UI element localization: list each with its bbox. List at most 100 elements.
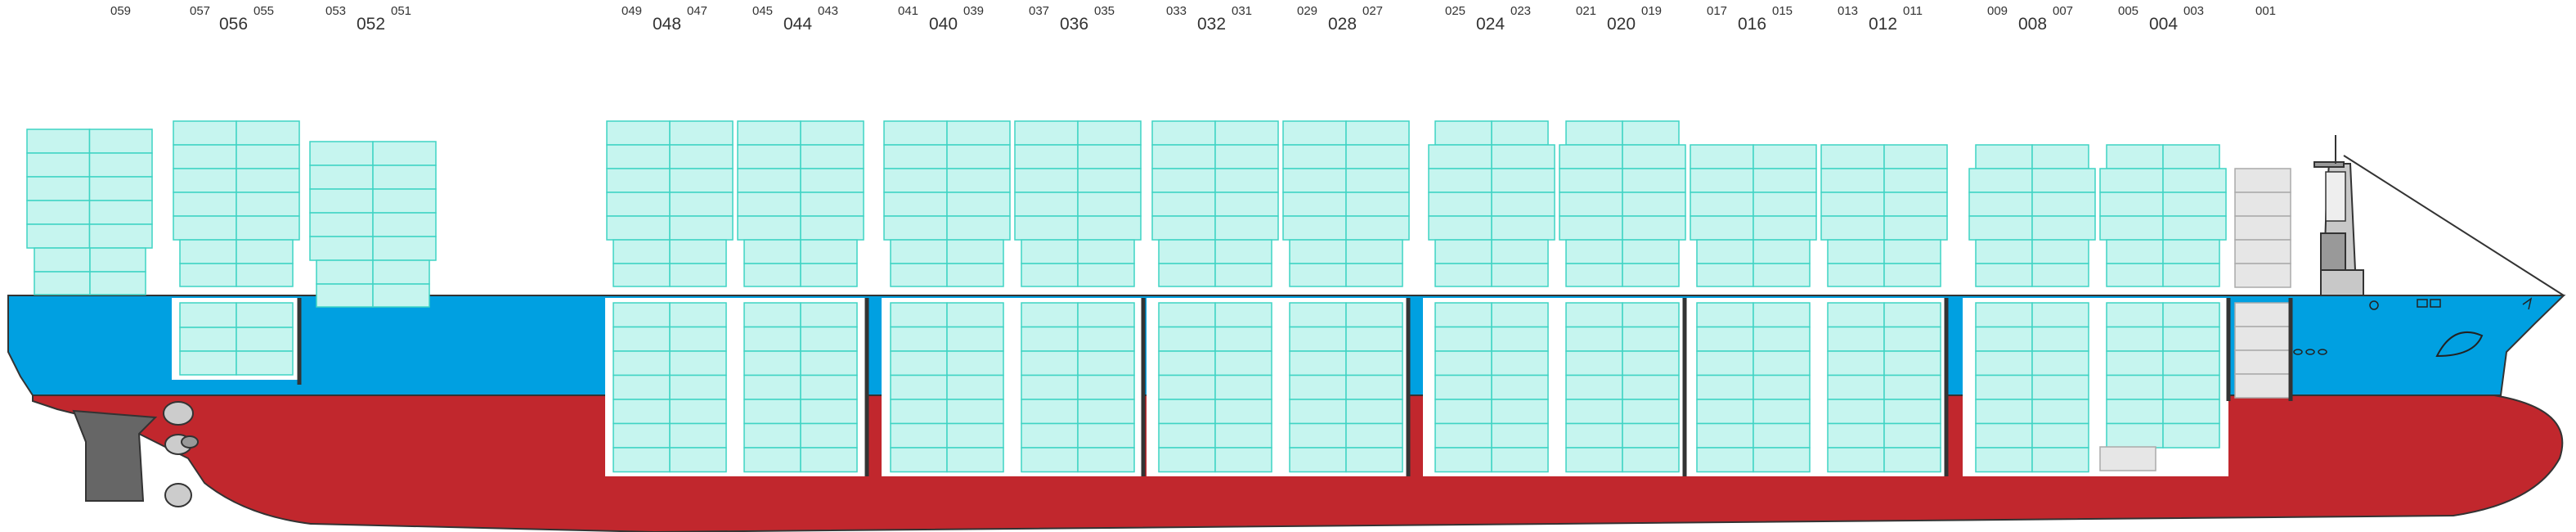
container bbox=[1622, 263, 1680, 287]
container bbox=[1752, 263, 1811, 287]
container bbox=[236, 327, 294, 352]
container bbox=[1565, 422, 1623, 449]
container bbox=[1491, 144, 1555, 169]
bay-label-right: 003 bbox=[2183, 4, 2204, 18]
deck-stack bbox=[1014, 120, 1142, 241]
container bbox=[1820, 168, 1885, 193]
container bbox=[1491, 350, 1549, 376]
container bbox=[2234, 192, 2291, 217]
container bbox=[236, 263, 294, 287]
container bbox=[883, 120, 948, 146]
container bbox=[173, 120, 237, 146]
bay-label-left: 017 bbox=[1707, 4, 1727, 18]
container bbox=[236, 239, 294, 264]
container bbox=[1975, 399, 2033, 425]
container bbox=[26, 128, 91, 154]
bay-label-center: 012 bbox=[1869, 15, 1897, 34]
container bbox=[1827, 263, 1885, 287]
bay-label-group: 057 056 055 bbox=[190, 4, 274, 34]
container bbox=[1752, 215, 1817, 241]
container bbox=[800, 302, 858, 328]
container bbox=[1289, 350, 1347, 376]
container bbox=[1014, 168, 1079, 193]
container bbox=[1077, 326, 1135, 352]
container bbox=[800, 192, 864, 217]
container bbox=[1975, 239, 2033, 264]
container bbox=[2234, 215, 2291, 241]
container bbox=[1565, 263, 1623, 287]
container bbox=[883, 168, 948, 193]
container bbox=[890, 399, 948, 425]
container bbox=[1491, 192, 1555, 217]
container bbox=[2031, 326, 2089, 352]
container bbox=[1021, 302, 1079, 328]
container bbox=[1491, 263, 1549, 287]
bay-label-left: 053 bbox=[325, 4, 346, 18]
container bbox=[2106, 239, 2164, 264]
container bbox=[1282, 215, 1347, 241]
deck-stack-056-lower bbox=[179, 239, 294, 287]
deck-stack-lower bbox=[890, 239, 1004, 287]
container bbox=[1282, 192, 1347, 217]
container bbox=[890, 350, 948, 376]
hold-stack bbox=[1827, 302, 1941, 473]
container bbox=[2031, 422, 2089, 449]
bay-label-center: 004 bbox=[2149, 15, 2178, 34]
container bbox=[1752, 192, 1817, 217]
container bbox=[1827, 326, 1885, 352]
container bbox=[1021, 374, 1079, 400]
container bbox=[1289, 399, 1347, 425]
container bbox=[236, 215, 300, 241]
container bbox=[236, 168, 300, 193]
container bbox=[1345, 144, 1410, 169]
deck-stack bbox=[1151, 120, 1279, 241]
container bbox=[1214, 374, 1272, 400]
bay-label-left: 029 bbox=[1297, 4, 1317, 18]
container bbox=[34, 247, 91, 273]
bay-label-group: 005 004 003 bbox=[2118, 4, 2204, 34]
container bbox=[1622, 447, 1680, 473]
container bbox=[1158, 447, 1216, 473]
container bbox=[1565, 326, 1623, 352]
container bbox=[1077, 239, 1135, 264]
container bbox=[1345, 399, 1403, 425]
container bbox=[1345, 302, 1403, 328]
container bbox=[800, 447, 858, 473]
container bbox=[1021, 350, 1079, 376]
container bbox=[800, 168, 864, 193]
container bbox=[1282, 120, 1347, 146]
deck-stack bbox=[737, 120, 864, 241]
container bbox=[669, 326, 727, 352]
bay-label-group: 037 036 035 bbox=[1029, 4, 1115, 34]
container bbox=[1077, 399, 1135, 425]
container bbox=[2031, 399, 2089, 425]
container bbox=[1827, 447, 1885, 473]
container bbox=[1752, 302, 1811, 328]
bay-label-right: 019 bbox=[1641, 4, 1662, 18]
container bbox=[309, 236, 374, 261]
container bbox=[1975, 350, 2033, 376]
container bbox=[1289, 302, 1347, 328]
container bbox=[743, 447, 801, 473]
bay-label-group: 045 044 043 bbox=[752, 4, 838, 34]
bay-label-center: 056 bbox=[219, 15, 248, 34]
container bbox=[1827, 374, 1885, 400]
container bbox=[88, 152, 153, 178]
container bbox=[1827, 422, 1885, 449]
hold-stack bbox=[1975, 302, 2089, 473]
deck-stack bbox=[1282, 120, 1410, 241]
container bbox=[1151, 120, 1216, 146]
bay-label-center: 048 bbox=[653, 15, 681, 34]
bay-label-right: 007 bbox=[2053, 4, 2073, 18]
deck-stack-001-empty bbox=[2234, 168, 2291, 288]
container bbox=[1282, 168, 1347, 193]
container bbox=[1622, 192, 1686, 217]
container bbox=[669, 374, 727, 400]
container bbox=[372, 283, 430, 308]
container bbox=[372, 212, 437, 237]
container bbox=[1491, 215, 1555, 241]
container bbox=[88, 200, 153, 225]
container bbox=[1345, 263, 1403, 287]
container bbox=[26, 152, 91, 178]
container bbox=[1077, 168, 1142, 193]
